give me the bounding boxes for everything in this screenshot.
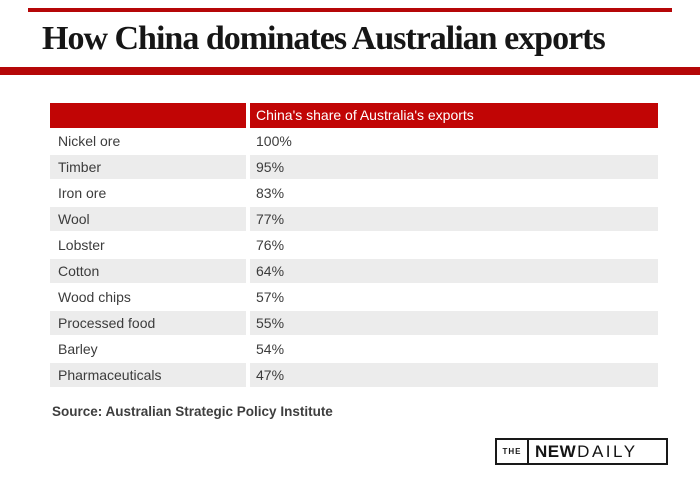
table-row: Iron ore 83%	[50, 181, 658, 205]
table-row: Lobster 76%	[50, 233, 658, 257]
row-value: 55%	[250, 311, 658, 335]
row-label: Lobster	[58, 237, 105, 253]
row-value: 64%	[250, 259, 658, 283]
table-header-empty-cell	[50, 103, 246, 128]
exports-table: China's share of Australia's exports Nic…	[50, 103, 658, 389]
newdaily-logo[interactable]: THE NEW DAILY	[495, 438, 668, 465]
row-label: Iron ore	[58, 185, 107, 201]
row-value: 100%	[256, 133, 292, 149]
row-label: Wool	[50, 207, 246, 231]
row-label: Wood chips	[58, 289, 131, 305]
row-value: 95%	[250, 155, 658, 179]
table-row: Barley 54%	[50, 337, 658, 361]
row-label: Timber	[50, 155, 246, 179]
table-header-row: China's share of Australia's exports	[50, 103, 658, 128]
table-row: Wool 77%	[50, 207, 658, 231]
red-divider-rule	[0, 67, 700, 75]
table-row: Processed food 55%	[50, 311, 658, 335]
table-row: Pharmaceuticals 47%	[50, 363, 658, 387]
row-value: 57%	[256, 289, 285, 305]
row-label: Barley	[58, 341, 98, 357]
table-row: Cotton 64%	[50, 259, 658, 283]
logo-the-box: THE	[497, 440, 529, 463]
logo-daily-text: DAILY	[577, 441, 638, 461]
table-row: Timber 95%	[50, 155, 658, 179]
row-label: Pharmaceuticals	[50, 363, 246, 387]
row-value: 77%	[250, 207, 658, 231]
source-note: Source: Australian Strategic Policy Inst…	[52, 404, 333, 419]
row-value: 54%	[256, 341, 285, 357]
top-accent-rule	[28, 8, 672, 12]
row-value: 76%	[256, 237, 285, 253]
logo-wordmark: NEW DAILY	[529, 440, 666, 463]
table-row: Wood chips 57%	[50, 285, 658, 309]
row-value: 83%	[256, 185, 285, 201]
headline: How China dominates Australian exports	[42, 20, 606, 57]
logo-new-text: NEW	[535, 441, 577, 461]
row-label: Cotton	[50, 259, 246, 283]
row-label: Nickel ore	[58, 133, 121, 149]
table-header-value-cell: China's share of Australia's exports	[250, 103, 658, 128]
row-value: 47%	[250, 363, 658, 387]
row-label: Processed food	[50, 311, 246, 335]
table-row: Nickel ore 100%	[50, 129, 658, 153]
